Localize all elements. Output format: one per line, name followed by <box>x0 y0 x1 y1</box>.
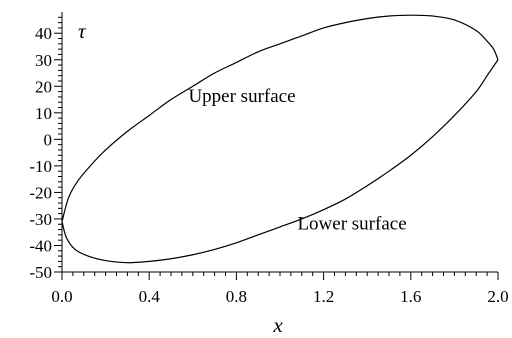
y-axis-ticks: 40 30 20 10 0 -10 -20 -30 -40 -50 <box>29 16 62 282</box>
series-layer <box>61 14 499 264</box>
x-tick-label: 0.0 <box>51 287 72 306</box>
upper-surface-label: Upper surface <box>188 86 295 107</box>
x-tick-label: 1.6 <box>400 287 421 306</box>
y-tick-label: 30 <box>35 51 52 70</box>
x-axis-ticks: 0.0 0.4 0.8 1.2 1.6 2.0 <box>51 272 509 306</box>
annotation-layer: Upper surface Lower surface <box>188 86 406 234</box>
x-tick-label: 0.8 <box>226 287 247 306</box>
y-tick-label: -30 <box>29 210 52 229</box>
y-tick-label: -20 <box>29 183 52 202</box>
y-tick-label: 20 <box>35 77 52 96</box>
x-tick-label: 1.2 <box>313 287 334 306</box>
y-tick-label: 40 <box>35 24 52 43</box>
y-tick-label: 10 <box>35 104 52 123</box>
axes-frame <box>61 12 498 273</box>
y-tick-label: -40 <box>29 236 52 255</box>
y-axis-label: τ <box>78 19 87 43</box>
x-tick-label: 2.0 <box>487 287 508 306</box>
x-tick-label: 0.4 <box>139 287 161 306</box>
lower-curve <box>61 59 499 264</box>
y-tick-label: 0 <box>44 130 53 149</box>
x-axis-label: x <box>272 313 283 337</box>
y-tick-label: -50 <box>29 263 52 282</box>
y-tick-label: -10 <box>29 157 52 176</box>
lower-surface-label: Lower surface <box>297 214 406 235</box>
upper-curve <box>61 14 499 222</box>
